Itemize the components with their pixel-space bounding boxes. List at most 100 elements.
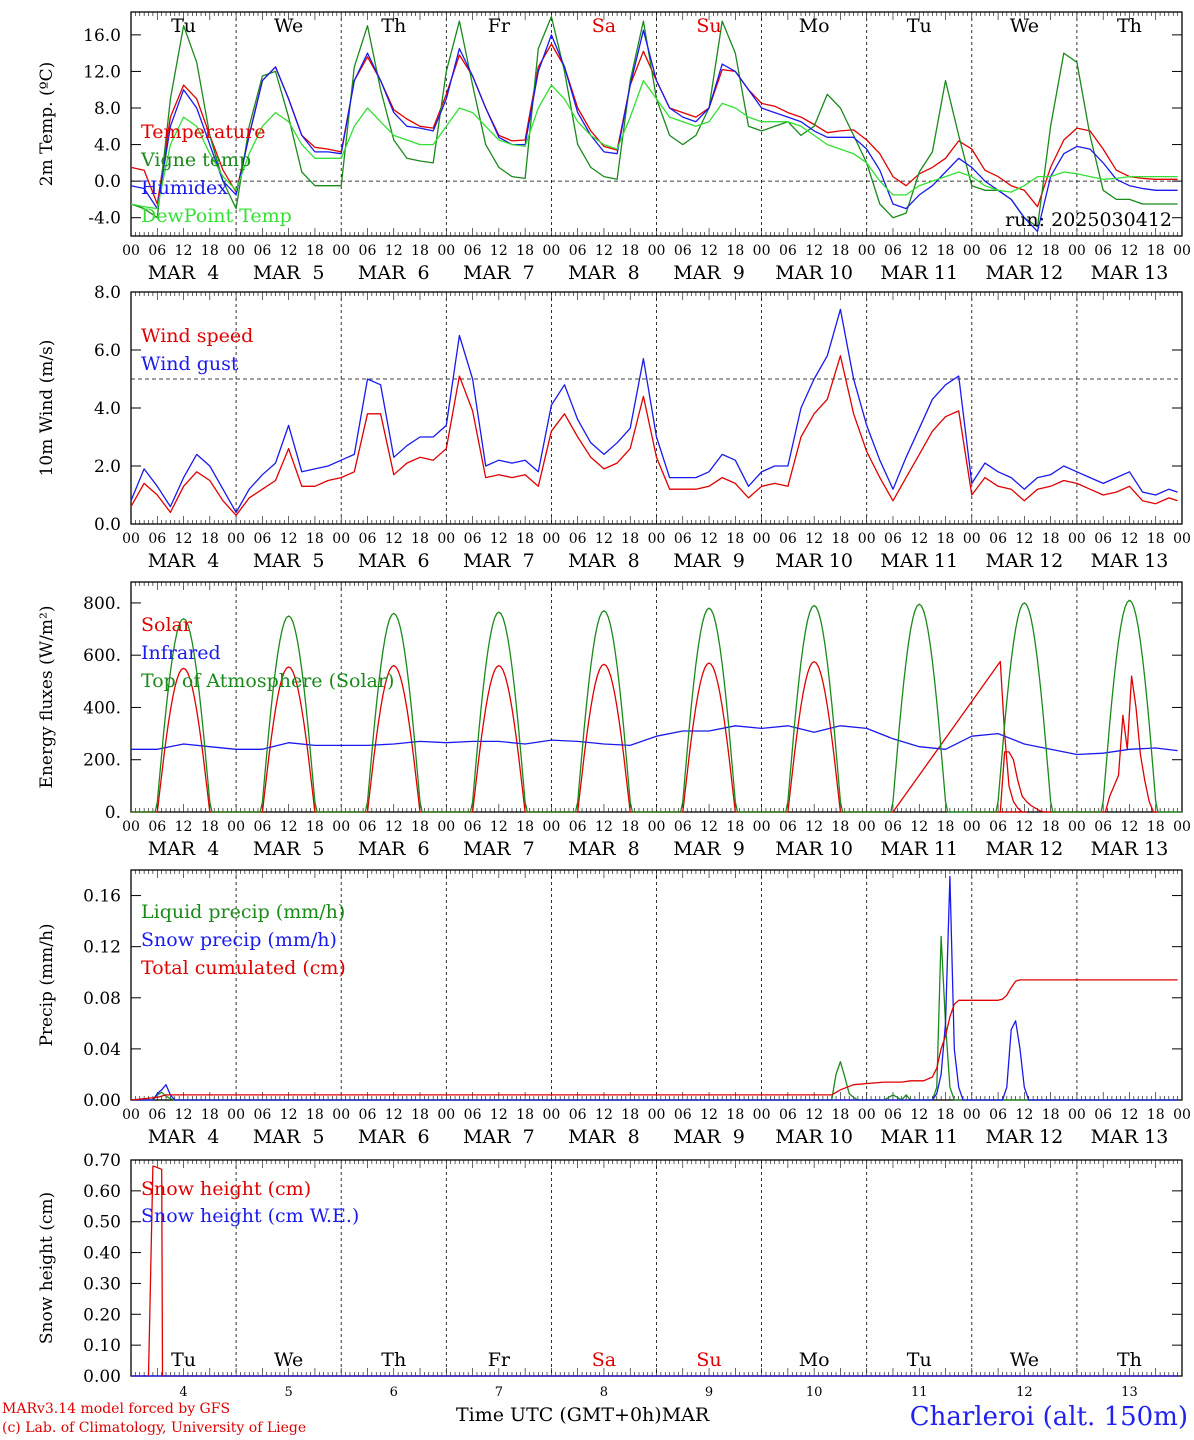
weekday-label: Fr xyxy=(488,1349,511,1371)
y-tick-label: 200. xyxy=(83,751,121,771)
x-hour-label: 12 xyxy=(805,819,823,835)
x-hour-label: 06 xyxy=(359,531,377,547)
y-tick-label: 4.0 xyxy=(94,399,121,419)
x-hour-label: 12 xyxy=(1121,1107,1139,1123)
x-hour-label: 18 xyxy=(832,243,850,259)
series-line-1 xyxy=(131,935,1178,1101)
x-hour-label: 12 xyxy=(910,819,928,835)
time-axis-label: Time UTC (GMT+0h)MAR xyxy=(456,1404,710,1426)
x-date-label: MAR 13 xyxy=(1091,550,1169,572)
x-date-label: MAR 11 xyxy=(880,550,958,572)
legend-entry: Humidex xyxy=(141,177,228,199)
weekday-label: Su xyxy=(696,1349,721,1371)
x-hour-label: 06 xyxy=(884,243,902,259)
panel-3 xyxy=(130,581,1183,813)
weekday-label: Tu xyxy=(907,1349,932,1371)
y-tick-label: -4.0 xyxy=(88,209,121,229)
y-tick-label: 800. xyxy=(83,594,121,614)
x-hour-label: 18 xyxy=(726,1107,744,1123)
y-tick-label: 0.08 xyxy=(83,989,121,1009)
x-hour-label: 06 xyxy=(148,243,166,259)
x-hour-label: 06 xyxy=(779,819,797,835)
x-hour-label: 18 xyxy=(1042,819,1060,835)
run-label: run: 2025030412 xyxy=(1005,209,1172,231)
x-hour-label: 06 xyxy=(569,819,587,835)
x-day-number: 9 xyxy=(705,1385,713,1400)
legend-entry: Top of Atmosphere (Solar) xyxy=(141,670,394,692)
x-hour-label: 00 xyxy=(542,819,560,835)
x-hour-label: 00 xyxy=(753,531,771,547)
x-hour-label: 18 xyxy=(832,531,850,547)
legend-entry: Wind speed xyxy=(141,325,253,347)
x-date-label: MAR 13 xyxy=(1091,1126,1169,1148)
lab-credit: (c) Lab. of Climatology, University of L… xyxy=(2,1420,307,1436)
x-hour-label: 00 xyxy=(963,1107,981,1123)
model-credit: MARv3.14 model forced by GFS xyxy=(2,1401,231,1417)
x-hour-label: 18 xyxy=(201,243,219,259)
legend-entry: Wind gust xyxy=(141,353,239,375)
weekday-label: Th xyxy=(381,15,406,37)
x-date-label: MAR 5 xyxy=(253,550,325,572)
x-hour-label: 12 xyxy=(385,243,403,259)
x-hour-label: 18 xyxy=(832,819,850,835)
x-hour-label: 12 xyxy=(280,243,298,259)
x-hour-label: 00 xyxy=(332,531,350,547)
y-tick-label: 0.70 xyxy=(83,1151,121,1171)
y-tick-label: 0.50 xyxy=(83,1213,121,1233)
x-date-label: MAR 4 xyxy=(148,1126,220,1148)
x-date-label: MAR 6 xyxy=(358,1126,430,1148)
x-hour-label: 06 xyxy=(359,1107,377,1123)
x-hour-label: 12 xyxy=(385,819,403,835)
y-tick-label: 0.12 xyxy=(83,938,121,958)
x-hour-label: 00 xyxy=(648,819,666,835)
x-hour-label: 12 xyxy=(490,819,508,835)
x-hour-label: 00 xyxy=(648,243,666,259)
x-hour-label: 00 xyxy=(858,531,876,547)
x-date-label: MAR 5 xyxy=(253,1126,325,1148)
x-hour-label: 12 xyxy=(490,243,508,259)
weekday-label: Fr xyxy=(488,15,511,37)
x-hour-label: 06 xyxy=(989,531,1007,547)
x-hour-label: 18 xyxy=(306,819,324,835)
x-hour-label: 12 xyxy=(280,819,298,835)
x-hour-label: 12 xyxy=(1121,243,1139,259)
x-hour-label: 18 xyxy=(726,819,744,835)
x-hour-label: 12 xyxy=(910,1107,928,1123)
x-hour-label: 00 xyxy=(437,1107,455,1123)
x-hour-label: 18 xyxy=(201,1107,219,1123)
y-tick-label: 400. xyxy=(83,698,121,718)
y-tick-label: 16.0 xyxy=(83,26,121,46)
x-hour-label: 00 xyxy=(753,243,771,259)
x-hour-label: 12 xyxy=(175,819,193,835)
x-hour-label: 00 xyxy=(332,243,350,259)
x-hour-label: 06 xyxy=(779,243,797,259)
x-hour-label: 00 xyxy=(648,531,666,547)
legend-entry: Infrared xyxy=(141,642,221,664)
x-hour-label: 00 xyxy=(542,1107,560,1123)
y-tick-label: 0.00 xyxy=(83,1091,121,1111)
x-hour-label: 06 xyxy=(253,819,271,835)
x-hour-label: 12 xyxy=(910,243,928,259)
x-hour-label: 00 xyxy=(332,819,350,835)
x-hour-label: 00 xyxy=(858,243,876,259)
x-hour-label: 06 xyxy=(464,1107,482,1123)
x-hour-label: 18 xyxy=(306,531,324,547)
x-hour-label: 18 xyxy=(306,1107,324,1123)
legend-entry: Temperature xyxy=(141,121,265,143)
weekday-label: Th xyxy=(381,1349,406,1371)
x-date-label: MAR 10 xyxy=(775,1126,853,1148)
weekday-label: We xyxy=(274,1349,303,1371)
x-hour-label: 00 xyxy=(122,531,140,547)
x-hour-label: 00 xyxy=(437,531,455,547)
x-hour-label: 00 xyxy=(1173,819,1191,835)
x-hour-label: 12 xyxy=(490,1107,508,1123)
y-tick-label: 0.20 xyxy=(83,1305,121,1325)
x-hour-label: 06 xyxy=(989,243,1007,259)
x-hour-label: 00 xyxy=(1173,531,1191,547)
series-line-3 xyxy=(130,979,1178,1101)
x-hour-label: 06 xyxy=(464,243,482,259)
panel-5 xyxy=(130,1159,1183,1377)
x-hour-label: 00 xyxy=(542,531,560,547)
x-date-label: MAR 9 xyxy=(673,1126,745,1148)
